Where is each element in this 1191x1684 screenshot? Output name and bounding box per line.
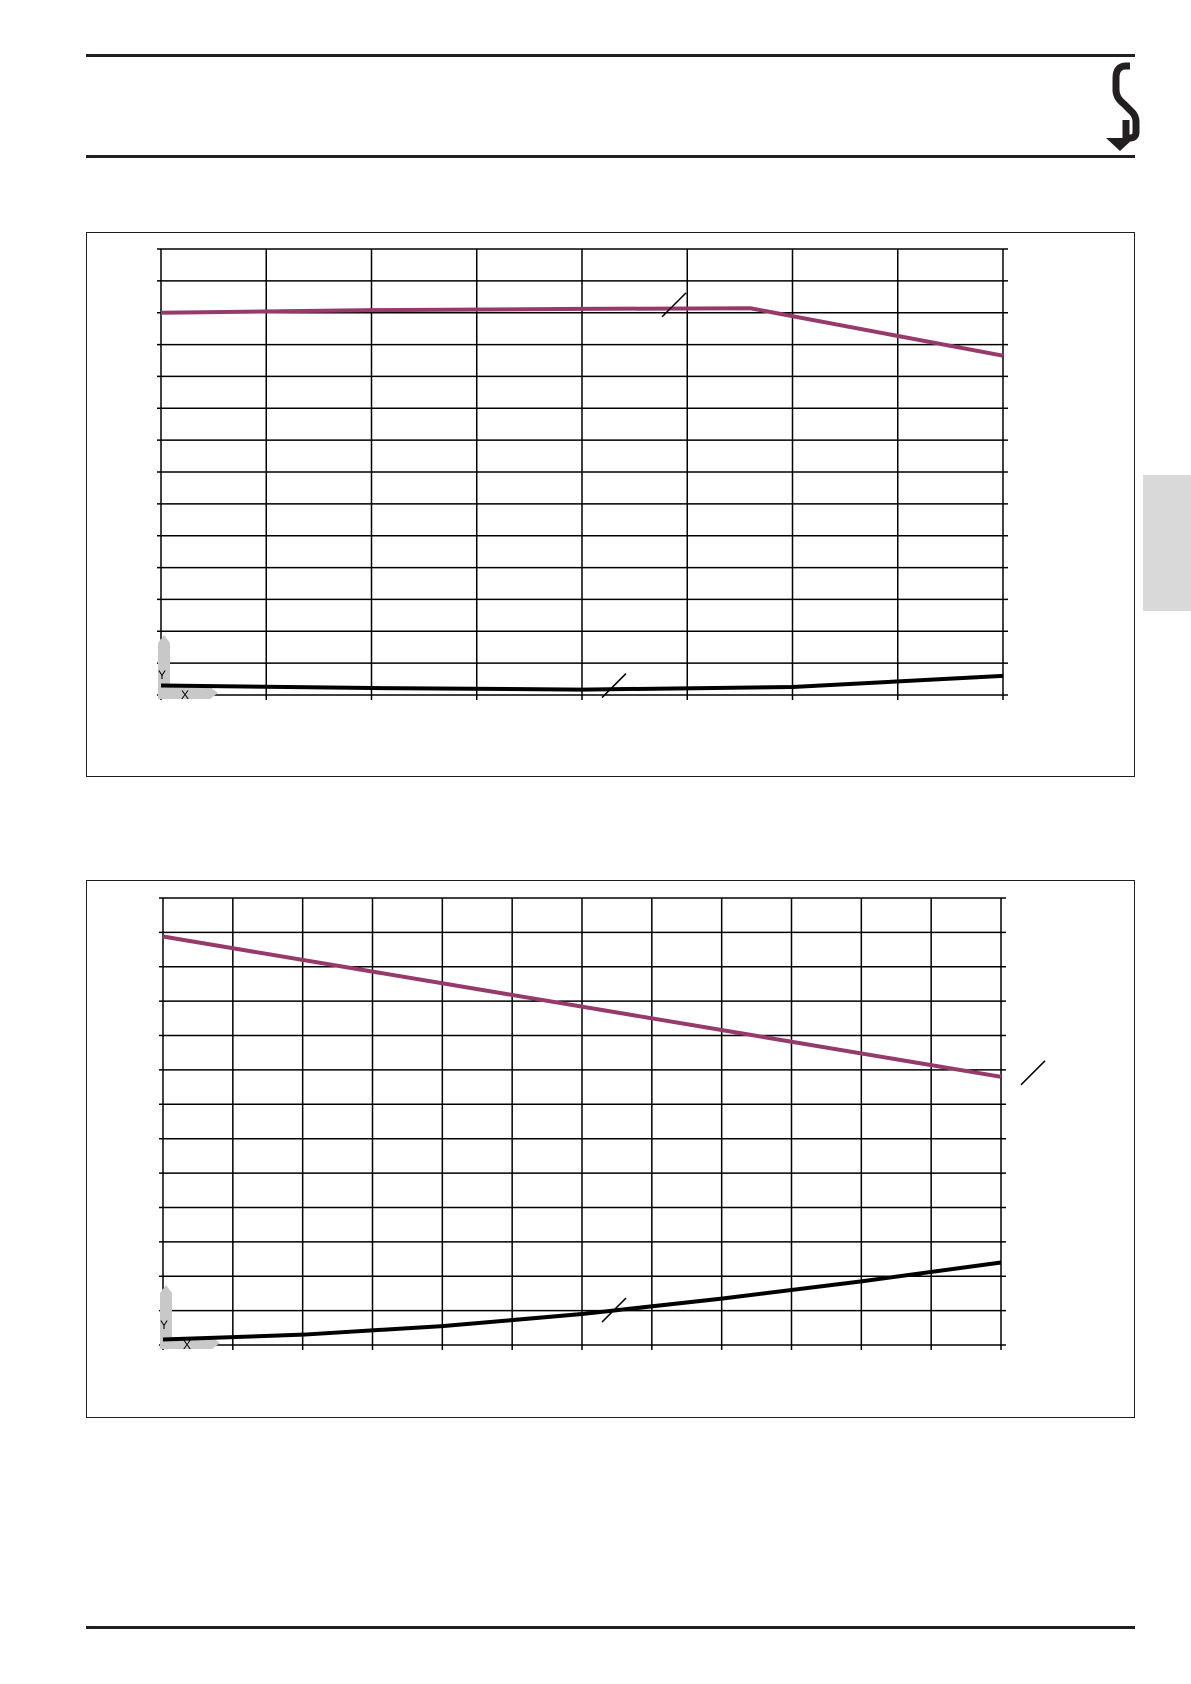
- header-bottom-rule: [86, 155, 1135, 158]
- axis-marker-x-label: X: [183, 1338, 191, 1352]
- footer-rule: [86, 1626, 1135, 1629]
- axis-marker: [158, 635, 218, 699]
- series-leader-line: [661, 292, 687, 318]
- chart-frame-2: [86, 880, 1135, 1418]
- series-leader-line: [601, 1297, 627, 1323]
- series-line-1: [162, 934, 1002, 1079]
- chart-frame-1: [86, 232, 1135, 777]
- series-line-2: [162, 1260, 1002, 1342]
- axis-marker: [160, 1285, 220, 1349]
- side-tab: [1143, 475, 1191, 611]
- series-leader-line: [1020, 1060, 1046, 1086]
- chart-2: YX: [159, 897, 1046, 1352]
- series-line-1: [160, 306, 1004, 358]
- series-line-2: [160, 673, 1004, 692]
- axis-marker-y-label: Y: [158, 668, 166, 682]
- axis-marker-x-label: X: [181, 688, 189, 702]
- header-top-rule: [86, 54, 1135, 57]
- series-leader-line: [601, 673, 627, 699]
- axis-marker-y-label: Y: [160, 1318, 168, 1332]
- chart-1: YX: [157, 248, 1008, 702]
